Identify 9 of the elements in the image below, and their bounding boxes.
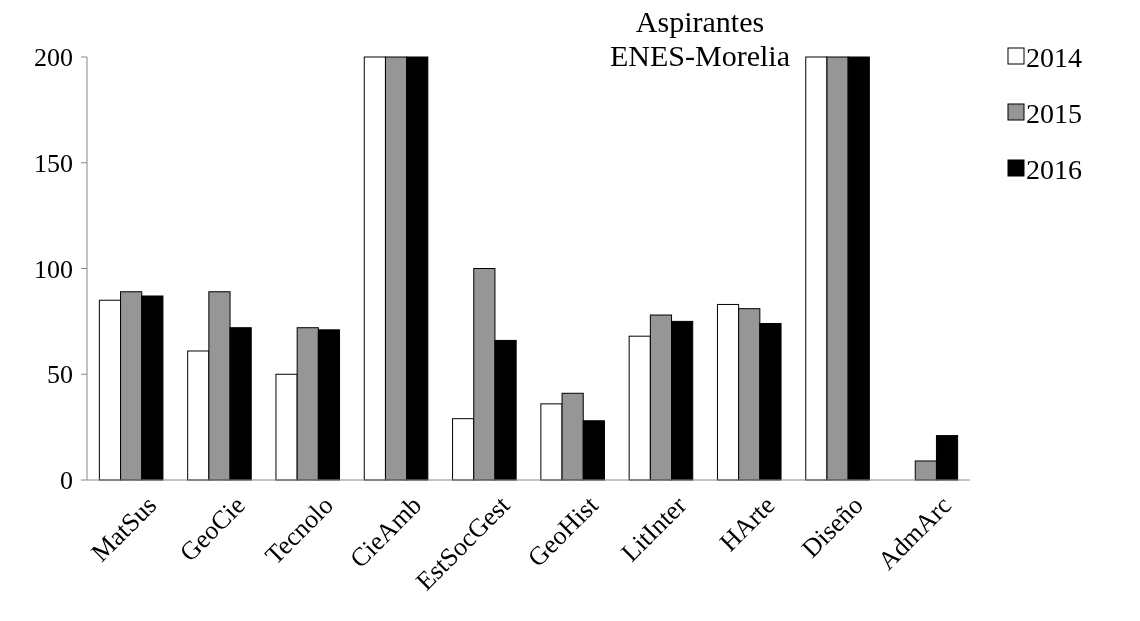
y-tick-label: 50 — [47, 360, 73, 390]
y-tick-label: 0 — [60, 466, 73, 496]
legend-label: 2014 — [1026, 41, 1082, 73]
y-tick-label: 100 — [34, 254, 73, 284]
legend-label: 2015 — [1026, 97, 1082, 129]
chart-title: Aspirantes ENES-Morelia — [610, 5, 790, 72]
y-tick-label: 200 — [34, 43, 73, 73]
legend-label: 2016 — [1026, 153, 1082, 185]
y-tick-label: 150 — [34, 148, 73, 178]
